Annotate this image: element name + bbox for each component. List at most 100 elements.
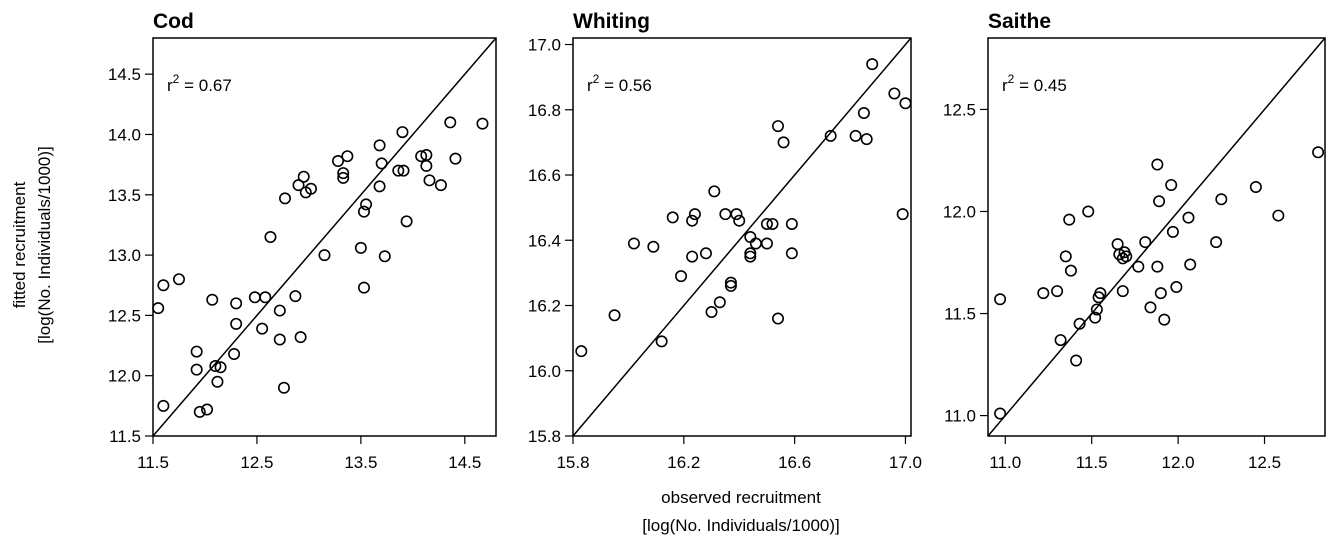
cod-data-point xyxy=(420,159,433,172)
cod-data-point xyxy=(273,304,286,317)
saithe-data-point xyxy=(1151,158,1164,171)
whiting-data-point xyxy=(655,335,668,348)
cod-data-point xyxy=(206,293,219,306)
cod-data-point xyxy=(434,179,447,192)
saithe-data-point xyxy=(1165,178,1178,191)
saithe-data-point xyxy=(1210,236,1223,249)
whiting-data-point xyxy=(777,136,790,149)
cod-y-tick-label: 14.5 xyxy=(108,65,141,84)
whiting-data-point xyxy=(760,237,773,250)
cod-data-point xyxy=(341,150,354,163)
whiting-data-point xyxy=(686,250,699,263)
cod-data-point xyxy=(360,198,373,211)
saithe-data-point xyxy=(1051,285,1064,298)
cod-data-point xyxy=(209,360,222,373)
cod-data-point xyxy=(152,302,165,315)
whiting-y-tick-label: 16.6 xyxy=(528,166,561,185)
whiting-data-point xyxy=(857,107,870,120)
whiting-data-point xyxy=(772,120,785,133)
saithe-y-tick-label: 11.5 xyxy=(944,305,976,324)
whiting-data-point xyxy=(688,208,701,221)
cod-y-tick-label: 13.5 xyxy=(108,186,141,205)
cod-data-point xyxy=(292,179,305,192)
saithe-panel-title: Saithe xyxy=(988,10,1051,33)
saithe-reference-line xyxy=(987,37,1326,437)
cod-data-point xyxy=(378,250,391,263)
cod-x-tick-label: 12.5 xyxy=(240,453,273,472)
saithe-r-squared-label: r2 = 0.45 xyxy=(1002,72,1067,95)
whiting-data-point xyxy=(749,237,762,250)
cod-data-point xyxy=(337,167,350,180)
whiting-data-point xyxy=(708,185,721,198)
saithe-data-point xyxy=(1073,317,1086,330)
cod-data-point xyxy=(375,157,388,170)
saithe-plot-frame xyxy=(987,37,1326,437)
saithe-data-point xyxy=(1215,193,1228,206)
saithe-data-point xyxy=(1182,211,1195,224)
whiting-r-squared-label: r2 = 0.56 xyxy=(587,72,652,95)
cod-y-tick-label: 12.0 xyxy=(108,367,141,386)
cod-data-point xyxy=(357,205,370,218)
whiting-x-tick-label: 15.8 xyxy=(556,453,589,472)
cod-data-point xyxy=(259,291,272,304)
saithe-data-point xyxy=(1144,301,1157,314)
whiting-data-point xyxy=(608,309,621,322)
cod-data-point xyxy=(396,126,409,139)
whiting-data-point xyxy=(724,279,737,292)
whiting-plot-frame xyxy=(572,37,912,437)
whiting-data-point xyxy=(766,217,779,230)
whiting-data-point xyxy=(744,250,757,263)
saithe-data-point xyxy=(1064,264,1077,277)
whiting-panel-title: Whiting xyxy=(573,10,650,33)
cod-data-point xyxy=(304,182,317,195)
cod-x-tick-label: 14.5 xyxy=(448,453,481,472)
saithe-data-point xyxy=(1139,236,1152,249)
cod-data-point xyxy=(449,152,462,165)
saithe-data-point xyxy=(1094,287,1107,300)
y-axis-title: fitted recruitment xyxy=(10,181,29,308)
x-axis-unit: [log(No. Individuals/1000)] xyxy=(642,516,840,535)
whiting-data-point xyxy=(724,276,737,289)
saithe-data-point xyxy=(1063,213,1076,226)
cod-data-point xyxy=(423,174,436,187)
cod-data-point xyxy=(373,139,386,152)
cod-data-point xyxy=(193,405,206,418)
cod-y-tick-label: 11.5 xyxy=(109,427,141,446)
cod-data-point xyxy=(289,290,302,303)
whiting-data-point xyxy=(824,129,837,142)
cod-data-point xyxy=(157,399,170,412)
saithe-data-point xyxy=(994,293,1007,306)
saithe-data-point xyxy=(1059,250,1072,263)
cod-data-point xyxy=(415,150,428,163)
whiting-y-tick-label: 17.0 xyxy=(528,36,561,55)
cod-x-tick-label: 13.5 xyxy=(344,453,377,472)
saithe-data-point xyxy=(1132,260,1145,273)
cod-y-tick-label: 12.5 xyxy=(108,306,141,325)
whiting-data-point xyxy=(575,345,588,358)
whiting-y-tick-label: 16.4 xyxy=(528,231,561,250)
whiting-data-point xyxy=(705,306,718,319)
cod-reference-line xyxy=(152,37,497,437)
whiting-x-tick-label: 17.0 xyxy=(889,453,922,472)
panel-saithe: Saithe 11.0 11.5 12.0 12.5 11.0 11.5 12.0 12.5 r2… xyxy=(943,10,1326,472)
whiting-data-point xyxy=(888,87,901,100)
cod-data-point xyxy=(157,279,170,292)
saithe-data-point xyxy=(1166,225,1179,238)
panel-whiting: Whiting 15.8 16.2 16.6 17.0 15.8 16.0 16.2 16.4 1… xyxy=(528,10,922,472)
cod-data-point xyxy=(264,231,277,244)
cod-data-point xyxy=(279,192,292,205)
cod-y-tick-label: 13.0 xyxy=(108,246,141,265)
cod-data-point xyxy=(190,345,203,358)
whiting-y-tick-label: 16.0 xyxy=(528,362,561,381)
whiting-data-point xyxy=(699,247,712,260)
saithe-data-point xyxy=(1272,209,1285,222)
whiting-data-point xyxy=(744,231,757,244)
cod-x-tick-label: 11.5 xyxy=(137,453,169,472)
saithe-data-point xyxy=(1054,334,1067,347)
cod-data-point xyxy=(294,331,307,344)
whiting-reference-line xyxy=(572,37,912,437)
whiting-data-point xyxy=(719,208,732,221)
cod-data-point xyxy=(297,170,310,183)
saithe-x-tick-label: 12.0 xyxy=(1162,453,1195,472)
